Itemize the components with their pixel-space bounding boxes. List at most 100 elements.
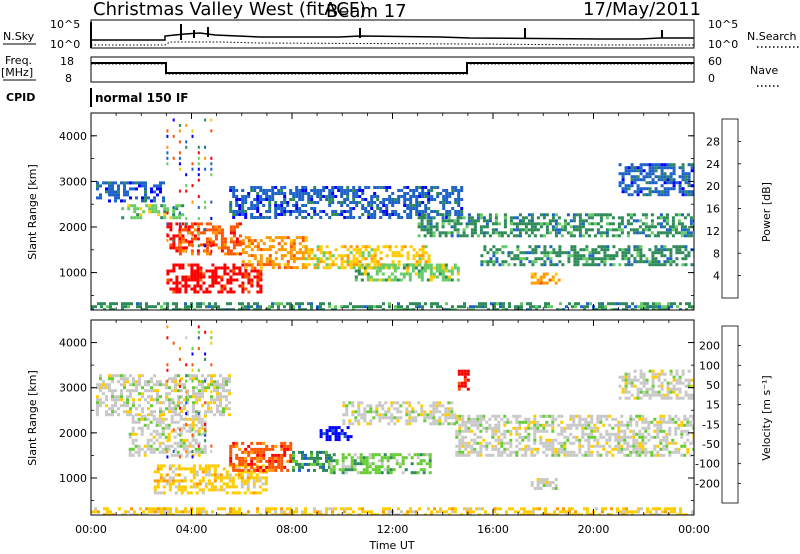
velocity-cell: [539, 414, 543, 418]
power-cell: [220, 266, 224, 270]
power-cell: [238, 213, 242, 216]
velocity-cell: [232, 462, 236, 466]
power-cell: [509, 231, 513, 235]
power-cell: [497, 234, 501, 238]
power-cell: [148, 305, 151, 309]
velocity-cell: [641, 417, 645, 421]
power-cell: [191, 184, 194, 188]
velocity-cell: [289, 453, 293, 457]
velocity-cell: [316, 510, 319, 514]
power-cell: [244, 287, 248, 291]
velocity-cell: [169, 507, 172, 511]
velocity-cell: [635, 447, 639, 451]
power-cell: [627, 248, 631, 252]
power-cell: [370, 201, 374, 204]
power-cell: [349, 251, 353, 255]
velocity-cell: [204, 467, 208, 471]
velocity-cell: [213, 479, 217, 483]
velocity-cell: [386, 465, 390, 469]
power-cell: [439, 305, 442, 309]
power-cell: [486, 260, 490, 264]
velocity-cell: [202, 510, 205, 514]
power-cell: [669, 260, 673, 264]
velocity-cell: [252, 491, 256, 495]
power-cell: [346, 210, 350, 213]
power-cell: [100, 302, 103, 306]
velocity-cell: [160, 513, 163, 515]
velocity-cell: [455, 450, 459, 454]
power-cell: [430, 302, 433, 306]
power-cell: [223, 263, 227, 267]
power-cell: [571, 305, 574, 309]
velocity-cell: [203, 420, 207, 424]
power-cell: [268, 204, 272, 207]
power-cell: [528, 251, 532, 255]
velocity-cell: [587, 447, 591, 451]
velocity-cell: [177, 467, 181, 471]
velocity-cell: [143, 453, 147, 457]
velocity-cell: [365, 459, 369, 463]
velocity-cell: [250, 441, 254, 445]
power-cell: [307, 251, 311, 255]
velocity-cell: [466, 372, 470, 376]
power-cell: [99, 184, 102, 188]
power-cell: [515, 228, 519, 232]
velocity-cell: [638, 447, 642, 451]
velocity-cell: [194, 441, 198, 445]
power-cell: [447, 213, 451, 217]
velocity-cell: [105, 386, 108, 390]
power-cell: [543, 251, 547, 255]
velocity-cell: [240, 476, 244, 480]
velocity-cell: [638, 414, 642, 418]
velocity-cell: [222, 407, 225, 411]
velocity-cell: [280, 459, 284, 463]
velocity-cell: [265, 459, 269, 463]
power-cell: [630, 163, 634, 167]
velocity-cell: [461, 441, 465, 445]
power-cell: [457, 210, 461, 213]
power-cell: [534, 257, 538, 261]
power-cell: [223, 252, 227, 256]
velocity-cell: [182, 423, 186, 427]
velocity-cell: [461, 450, 465, 454]
power-cell: [674, 225, 678, 229]
velocity-cell: [644, 447, 648, 451]
power-cell: [409, 302, 412, 306]
power-cell: [624, 166, 628, 170]
power-cell: [491, 228, 495, 232]
power-cell: [145, 302, 148, 306]
power-cell: [665, 231, 669, 235]
velocity-cell: [155, 420, 159, 424]
velocity-cell: [363, 416, 367, 420]
power-cell: [665, 216, 669, 220]
power-cell: [250, 239, 254, 243]
velocity-cell: [432, 407, 436, 411]
power-cell: [672, 178, 676, 182]
velocity-cell: [463, 372, 467, 376]
power-cell: [193, 269, 197, 273]
velocity-cell: [435, 410, 439, 414]
power-cell: [298, 236, 302, 240]
power-cell: [644, 228, 648, 232]
velocity-cell: [680, 429, 684, 433]
power-cell: [445, 195, 449, 198]
power-cell: [259, 201, 263, 204]
velocity-cell: [210, 380, 213, 384]
velocity-cell: [277, 453, 281, 457]
velocity-cell: [423, 410, 427, 414]
velocity-cell: [617, 441, 621, 445]
power-cell: [283, 207, 287, 210]
power-cell: [587, 222, 591, 226]
power-cell: [646, 302, 649, 306]
power-cell: [651, 169, 655, 173]
velocity-cell: [662, 438, 666, 442]
power-cell: [691, 308, 694, 310]
velocity-cell: [106, 507, 109, 511]
power-cell: [430, 198, 434, 201]
velocity-cell: [396, 416, 400, 420]
power-cell: [454, 201, 458, 204]
power-cell: [627, 260, 631, 264]
power-cell: [253, 239, 257, 243]
power-cell: [313, 186, 317, 189]
velocity-cell: [560, 441, 564, 445]
